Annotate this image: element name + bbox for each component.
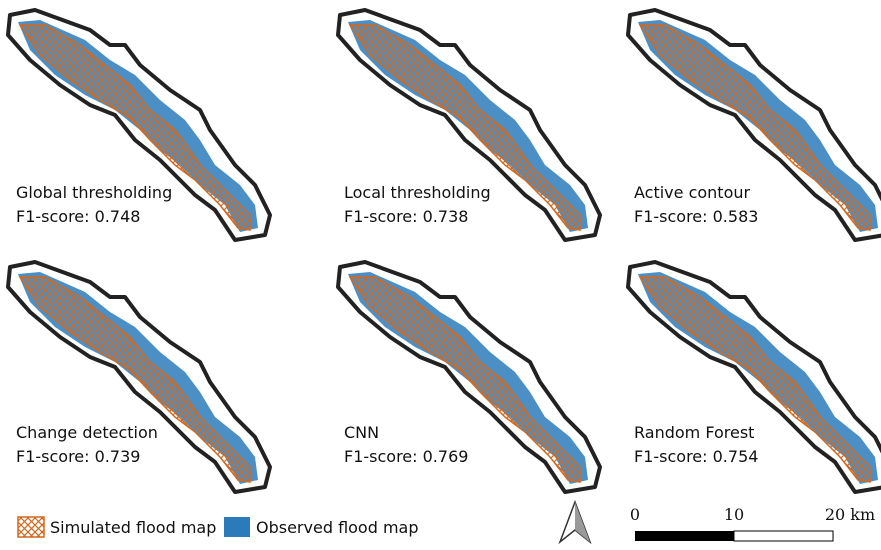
panel-score: F1-score: 0.748	[16, 207, 140, 226]
panel-title: Change detection	[16, 423, 158, 442]
panel-score: F1-score: 0.738	[344, 207, 468, 226]
north-arrow	[558, 499, 592, 545]
legend: Simulated flood map Observed flood map	[17, 516, 419, 538]
panel-score: F1-score: 0.739	[16, 447, 140, 466]
scale-label: 20 km	[825, 505, 875, 524]
map-panel: CNN F1-score: 0.769	[336, 260, 602, 494]
panel-title: Active contour	[634, 183, 751, 202]
map-panel: Random Forest F1-score: 0.754	[626, 260, 881, 494]
panel-score: F1-score: 0.769	[344, 447, 468, 466]
legend-swatch	[224, 517, 250, 537]
panel-score: F1-score: 0.583	[634, 207, 758, 226]
scale-label: 10	[724, 505, 744, 524]
map-panel: Global thresholding F1-score: 0.748	[6, 8, 272, 242]
map-panel: Change detection F1-score: 0.739	[6, 260, 272, 494]
legend-swatch	[17, 516, 45, 538]
panel-title: Local thresholding	[344, 183, 491, 202]
panel-title: CNN	[344, 423, 379, 442]
panel-title: Global thresholding	[16, 183, 172, 202]
legend-label: Simulated flood map	[50, 518, 216, 537]
map-panel: Active contour F1-score: 0.583	[626, 8, 881, 242]
map-panel: Local thresholding F1-score: 0.738	[336, 8, 602, 242]
scale-label: 0	[630, 505, 640, 524]
legend-label: Observed flood map	[256, 518, 419, 537]
panel-title: Random Forest	[634, 423, 754, 442]
panel-score: F1-score: 0.754	[634, 447, 758, 466]
scale-bar: 0 10 20 km	[630, 505, 875, 542]
